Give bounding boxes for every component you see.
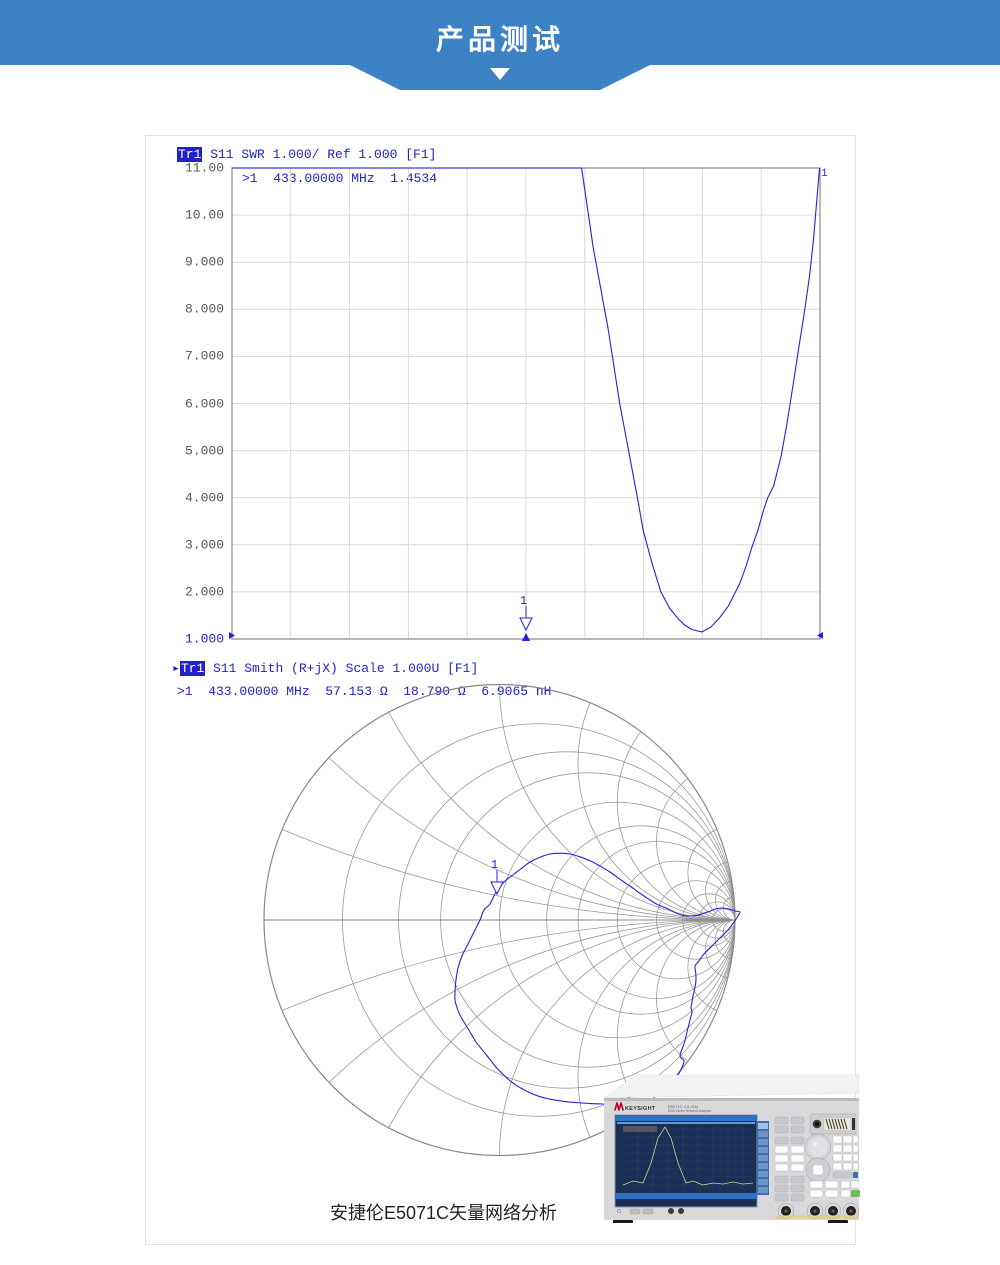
svg-text:ENA Series Network Analyzer: ENA Series Network Analyzer [668,1109,712,1113]
svg-text:1: 1 [491,858,498,872]
svg-text:KEYSIGHT: KEYSIGHT [625,1106,656,1112]
